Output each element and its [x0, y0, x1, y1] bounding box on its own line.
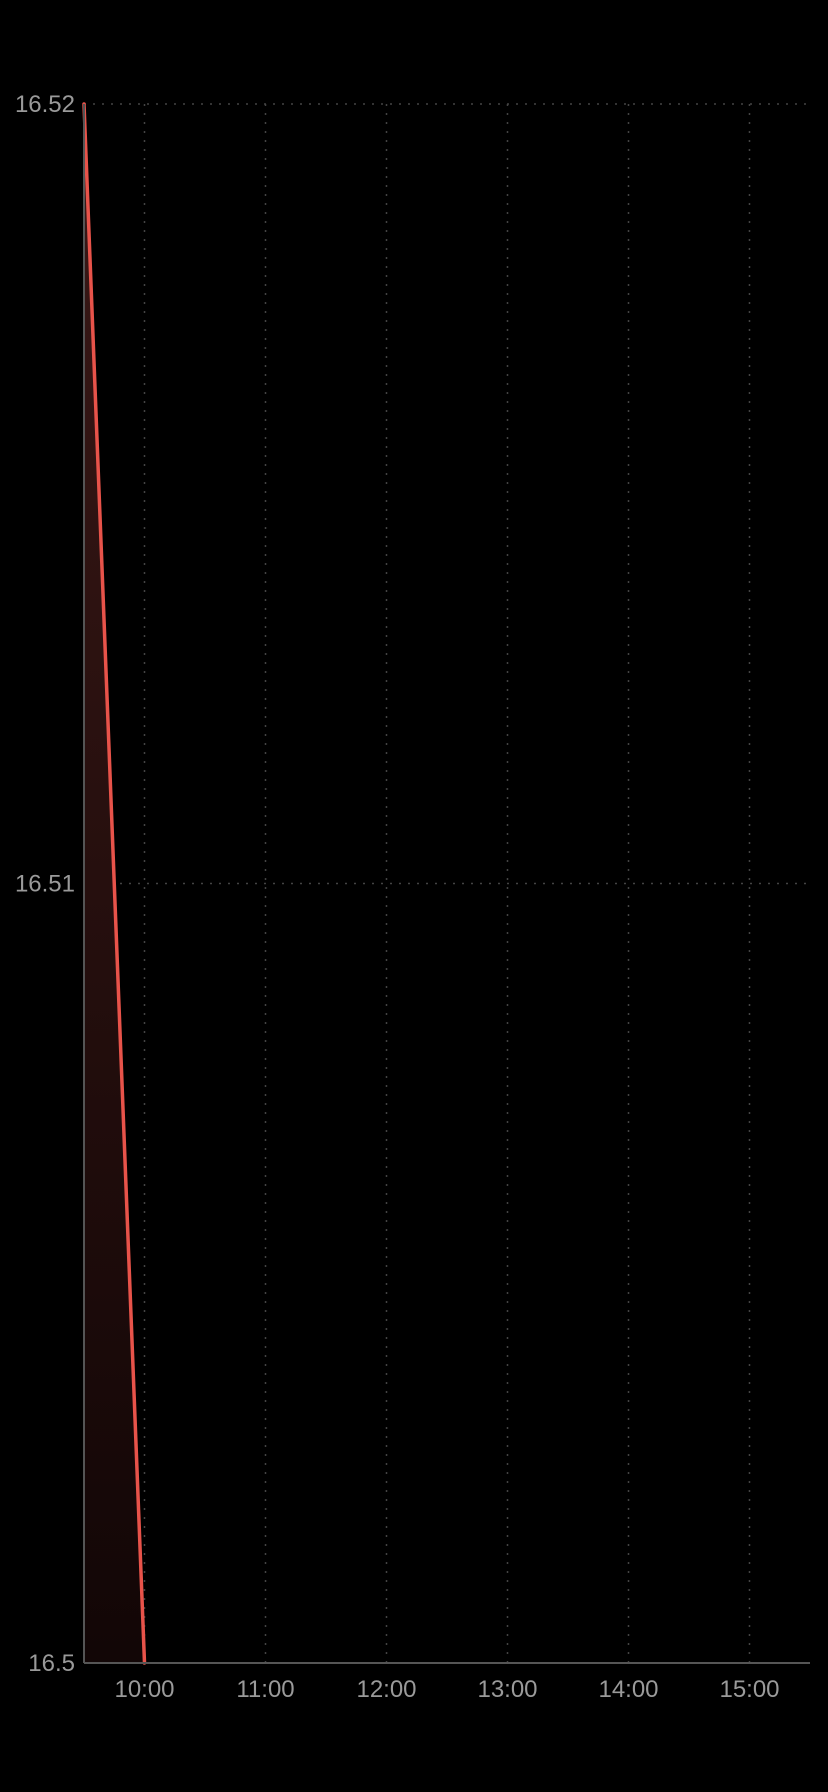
x-tick-label-1100: 11:00: [236, 1676, 294, 1703]
series-line-0: [82, 102, 147, 1665]
y-tick-label-2: 16.5: [28, 1650, 75, 1677]
tick-labels: 10:00 11:00 12:00 13:00 14:00 15:0016.5216.51…: [15, 91, 780, 1703]
axes: [83, 104, 810, 1664]
x-tick-label-1500: 15:00: [719, 1676, 779, 1703]
x-tick-label-1000: 10:00: [114, 1676, 174, 1703]
x-tick-label-1300: 13:00: [477, 1676, 537, 1703]
y-tick-label-1: 16.51: [15, 871, 75, 898]
x-tick-label-1200: 12:00: [356, 1676, 416, 1703]
series-area: [82, 102, 147, 1665]
x-tick-label-1400: 14:00: [598, 1676, 658, 1703]
grid-lines: [84, 103, 810, 1663]
y-tick-label-0: 16.52: [15, 91, 75, 118]
